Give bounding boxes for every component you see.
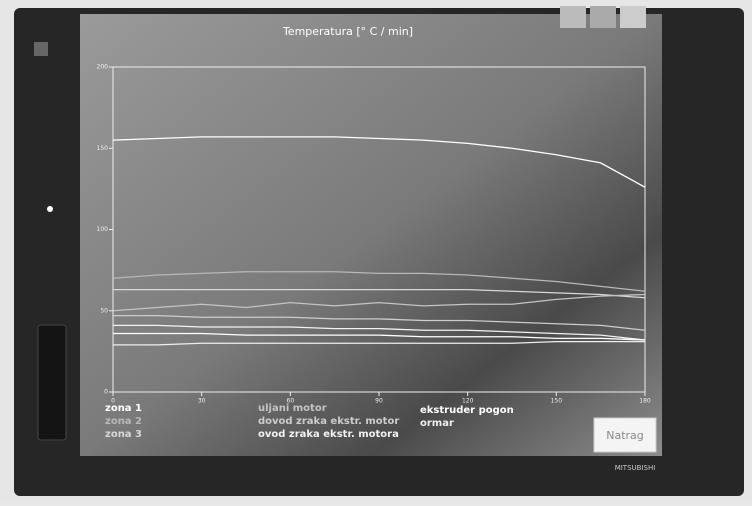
brand: MITSUBISHI bbox=[615, 464, 656, 472]
series-line bbox=[113, 288, 646, 299]
legend-entry: zona 3 bbox=[105, 429, 142, 440]
x-tick-label: 150 bbox=[551, 398, 563, 405]
legend-entry: zona 2 bbox=[105, 416, 142, 427]
screen bbox=[80, 14, 662, 456]
legend-entry: dovod zraka ekstr. motor bbox=[258, 416, 399, 427]
legend-entry: ormar bbox=[420, 418, 454, 429]
y-tick-label: 150 bbox=[97, 145, 109, 152]
series-line bbox=[113, 324, 646, 341]
legend-entry: ovod zraka ekstr. motora bbox=[258, 429, 399, 440]
screen-icon bbox=[590, 6, 616, 28]
button-label[interactable]: Natrag bbox=[606, 429, 644, 442]
y-tick-label: 50 bbox=[100, 307, 108, 314]
series-line bbox=[113, 340, 645, 346]
x-tick-label: 120 bbox=[462, 398, 474, 405]
x-tick-label: 180 bbox=[639, 398, 651, 405]
x-tick-label: 90 bbox=[375, 398, 383, 405]
x-tick-label: 60 bbox=[287, 398, 295, 405]
series-line bbox=[112, 136, 646, 188]
legend-entry: ekstruder pogon bbox=[420, 405, 514, 416]
legend-entry: uljani motor bbox=[258, 403, 327, 414]
chart-title: Temperatura [° C / min] bbox=[282, 25, 413, 38]
back-button[interactable] bbox=[593, 417, 657, 453]
y-tick-label: 0 bbox=[104, 389, 108, 396]
y-tick-label: 200 bbox=[97, 64, 109, 71]
series-line bbox=[112, 271, 646, 292]
series-line bbox=[113, 314, 646, 331]
x-tick-label: 30 bbox=[198, 398, 206, 405]
screen-icon bbox=[560, 6, 586, 28]
series-line bbox=[112, 293, 646, 312]
x-tick-label: 0 bbox=[111, 398, 115, 405]
y-tick-label: 100 bbox=[97, 226, 109, 233]
legend-entry: zona 1 bbox=[105, 403, 142, 414]
led bbox=[34, 42, 48, 56]
screen-icon bbox=[620, 6, 646, 28]
series-line bbox=[113, 332, 646, 341]
sensor bbox=[47, 206, 53, 212]
slot bbox=[37, 324, 67, 441]
